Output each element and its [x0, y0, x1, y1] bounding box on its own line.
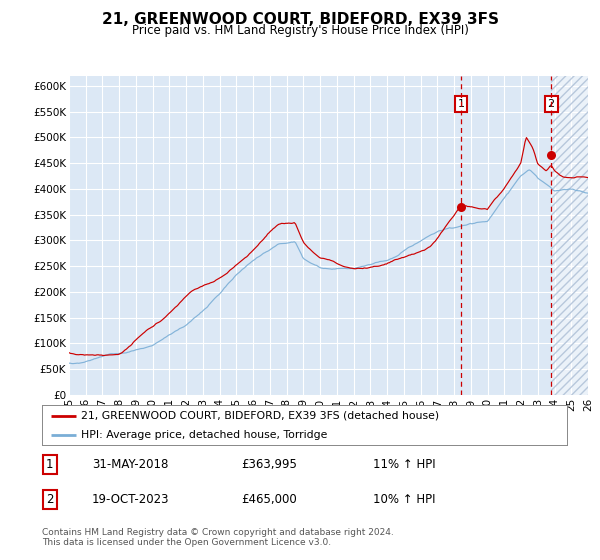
- Text: 19-OCT-2023: 19-OCT-2023: [92, 493, 169, 506]
- Text: 21, GREENWOOD COURT, BIDEFORD, EX39 3FS: 21, GREENWOOD COURT, BIDEFORD, EX39 3FS: [101, 12, 499, 27]
- Text: 21, GREENWOOD COURT, BIDEFORD, EX39 3FS (detached house): 21, GREENWOOD COURT, BIDEFORD, EX39 3FS …: [82, 411, 439, 421]
- Text: £363,995: £363,995: [241, 458, 298, 471]
- Text: Price paid vs. HM Land Registry's House Price Index (HPI): Price paid vs. HM Land Registry's House …: [131, 24, 469, 37]
- Text: 31-MAY-2018: 31-MAY-2018: [92, 458, 168, 471]
- Text: 11% ↑ HPI: 11% ↑ HPI: [373, 458, 436, 471]
- Text: 1: 1: [46, 458, 53, 471]
- Text: HPI: Average price, detached house, Torridge: HPI: Average price, detached house, Torr…: [82, 430, 328, 440]
- Text: 10% ↑ HPI: 10% ↑ HPI: [373, 493, 435, 506]
- Text: £465,000: £465,000: [241, 493, 297, 506]
- Text: 2: 2: [548, 99, 555, 109]
- Text: Contains HM Land Registry data © Crown copyright and database right 2024.
This d: Contains HM Land Registry data © Crown c…: [42, 528, 394, 547]
- Text: 1: 1: [458, 99, 464, 109]
- Text: 2: 2: [46, 493, 53, 506]
